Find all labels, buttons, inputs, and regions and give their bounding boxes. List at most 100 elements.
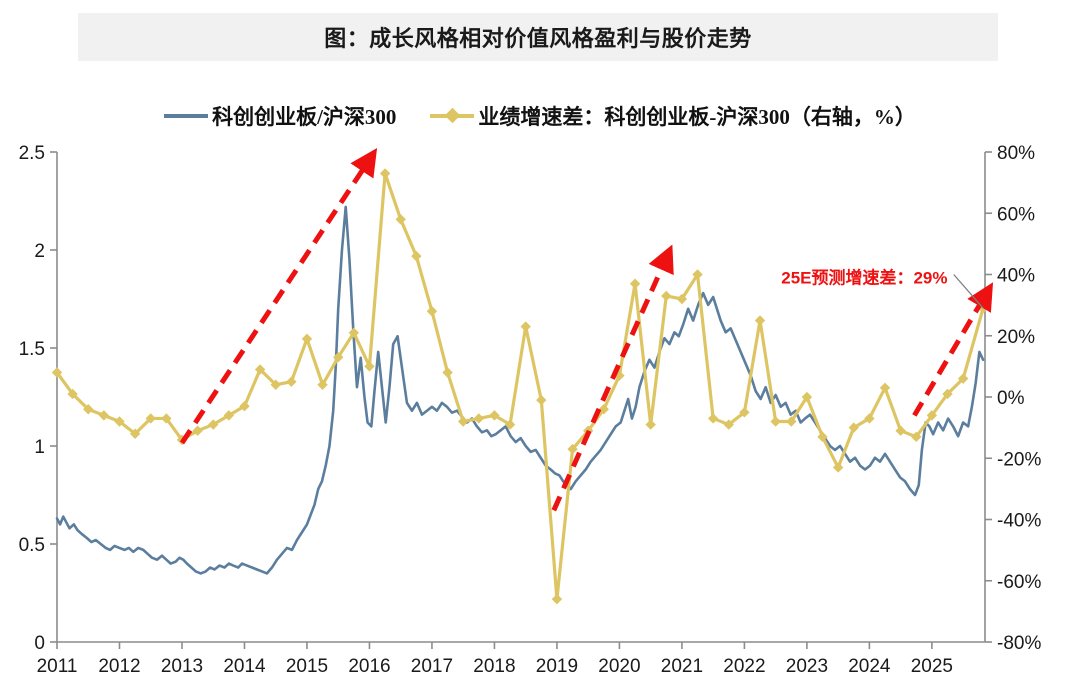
- series-marker-growth-spread: [129, 428, 141, 439]
- legend-label-growth-spread: 业绩增速差：科创创业板-沪深300（右轴，%）: [478, 105, 916, 129]
- page-title: 图：成长风格相对价值风格盈利与股价走势: [324, 26, 752, 51]
- series-marker-growth-spread: [83, 404, 94, 415]
- series-marker-growth-spread: [754, 315, 766, 326]
- right-axis-tick-label: -80%: [997, 633, 1041, 654]
- series-marker-growth-spread: [520, 321, 531, 332]
- left-axis-tick-label: 1: [34, 437, 45, 458]
- legend-label-price-ratio: 科创创业板/沪深300: [212, 105, 397, 129]
- series-marker-growth-spread: [223, 410, 235, 421]
- x-axis-tick-label: 2025: [911, 656, 953, 677]
- series-marker-growth-spread: [348, 327, 360, 338]
- left-axis-tick-label: 2: [34, 241, 45, 262]
- series-line-growth-spread: [55, 171, 985, 601]
- left-axis-tick-label: 1.5: [19, 339, 45, 360]
- series-marker-growth-spread: [536, 394, 547, 406]
- right-axis-tick-label: 0%: [997, 388, 1025, 409]
- series-marker-growth-spread: [317, 379, 328, 390]
- series-marker-growth-spread: [161, 413, 172, 424]
- series-marker-growth-spread: [629, 278, 641, 289]
- right-axis-tick-label: 40%: [997, 266, 1035, 287]
- series-marker-growth-spread: [98, 410, 110, 421]
- series-marker-growth-spread: [379, 168, 391, 179]
- annotation-label-25e: 25E预测增速差：29%: [781, 268, 947, 288]
- x-axis-tick-label: 2023: [786, 656, 828, 677]
- series-marker-growth-spread: [692, 269, 703, 280]
- series-marker-growth-spread: [879, 382, 891, 394]
- series-marker-growth-spread: [723, 419, 734, 430]
- right-axis-tick-label: 80%: [997, 143, 1035, 164]
- right-axis-tick-label: -60%: [997, 572, 1041, 593]
- right-axis-tick-label: -40%: [997, 511, 1041, 532]
- x-axis-tick-label: 2018: [473, 656, 515, 677]
- series-marker-growth-spread: [270, 379, 281, 390]
- series-marker-growth-spread: [567, 443, 578, 455]
- series-marker-growth-spread: [848, 422, 859, 433]
- series-marker-growth-spread: [942, 388, 953, 400]
- series-marker-growth-spread: [145, 413, 156, 424]
- series-marker-growth-spread: [67, 388, 78, 400]
- series-marker-growth-spread: [254, 364, 266, 375]
- trend-arrow-2: [551, 244, 674, 512]
- legend-swatch-price-ratio: [164, 107, 209, 125]
- trend-arrow-1: [179, 147, 378, 445]
- series-marker-growth-spread: [770, 416, 781, 427]
- series-marker-growth-spread: [786, 416, 797, 427]
- left-axis-tick-label: 2.5: [19, 143, 45, 164]
- series-marker-growth-spread: [832, 462, 844, 473]
- series-marker-growth-spread: [114, 416, 125, 427]
- series-marker-growth-spread: [364, 361, 375, 372]
- title-banner: 图：成长风格相对价值风格盈利与股价走势: [78, 13, 998, 61]
- right-axis-tick-label: -20%: [997, 449, 1041, 470]
- series-marker-growth-spread: [504, 419, 516, 430]
- x-axis-tick-label: 2021: [661, 656, 703, 677]
- series-marker-growth-spread: [676, 293, 688, 305]
- x-axis-tick-label: 2013: [161, 656, 203, 677]
- series-marker-growth-spread: [707, 413, 719, 424]
- series-marker-growth-spread: [411, 250, 422, 262]
- series-marker-growth-spread: [661, 290, 672, 302]
- series-line-price-ratio: [55, 205, 985, 575]
- series-marker-growth-spread: [457, 416, 469, 427]
- legend-item-growth-spread[interactable]: 业绩增速差：科创创业板-沪深300（右轴，%）: [430, 101, 916, 131]
- series-marker-growth-spread: [551, 593, 563, 605]
- series-marker-growth-spread: [957, 373, 969, 384]
- series-marker-growth-spread: [817, 431, 828, 443]
- x-axis-tick-label: 2020: [598, 656, 640, 677]
- series-marker-growth-spread: [473, 413, 485, 424]
- series-marker-growth-spread: [864, 413, 875, 424]
- x-axis-tick-label: 2019: [536, 656, 578, 677]
- series-marker-growth-spread: [895, 425, 906, 436]
- legend-item-price-ratio[interactable]: 科创创业板/沪深300: [164, 101, 396, 131]
- x-axis-tick-label: 2017: [411, 656, 453, 677]
- x-axis-tick-label: 2012: [98, 656, 140, 677]
- right-axis-tick-label: 60%: [997, 204, 1035, 225]
- x-axis-tick-label: 2024: [848, 656, 891, 677]
- right-axis-tick-label: 20%: [997, 327, 1035, 348]
- series-marker-growth-spread: [614, 370, 625, 381]
- series-marker-growth-spread: [395, 214, 406, 225]
- series-marker-growth-spread: [333, 351, 344, 363]
- left-axis-tick-label: 0.5: [19, 535, 45, 556]
- series-marker-growth-spread: [192, 425, 203, 436]
- series-marker-growth-spread: [926, 410, 938, 421]
- x-axis-tick-label: 2011: [37, 656, 78, 677]
- series-marker-growth-spread: [286, 376, 297, 387]
- series-marker-growth-spread: [598, 404, 610, 415]
- legend-swatch-growth-spread: [430, 107, 475, 125]
- series-marker-growth-spread: [911, 431, 922, 443]
- left-axis-tick-label: 0: [34, 633, 45, 654]
- series-marker-growth-spread: [739, 407, 750, 418]
- x-axis-tick-label: 2022: [723, 656, 765, 677]
- series-marker-growth-spread: [426, 306, 438, 317]
- series-marker-growth-spread: [489, 410, 500, 421]
- series-marker-growth-spread: [51, 367, 63, 378]
- x-axis-tick-label: 2016: [348, 656, 390, 677]
- series-marker-growth-spread: [645, 419, 656, 430]
- x-axis-tick-label: 2014: [223, 656, 266, 677]
- chart-legend: 科创创业板/沪深300 业绩增速差：科创创业板-沪深300（右轴，%）: [0, 96, 1080, 136]
- series-marker-growth-spread: [239, 400, 250, 412]
- series-marker-growth-spread: [442, 367, 453, 378]
- series-marker-growth-spread: [208, 419, 219, 430]
